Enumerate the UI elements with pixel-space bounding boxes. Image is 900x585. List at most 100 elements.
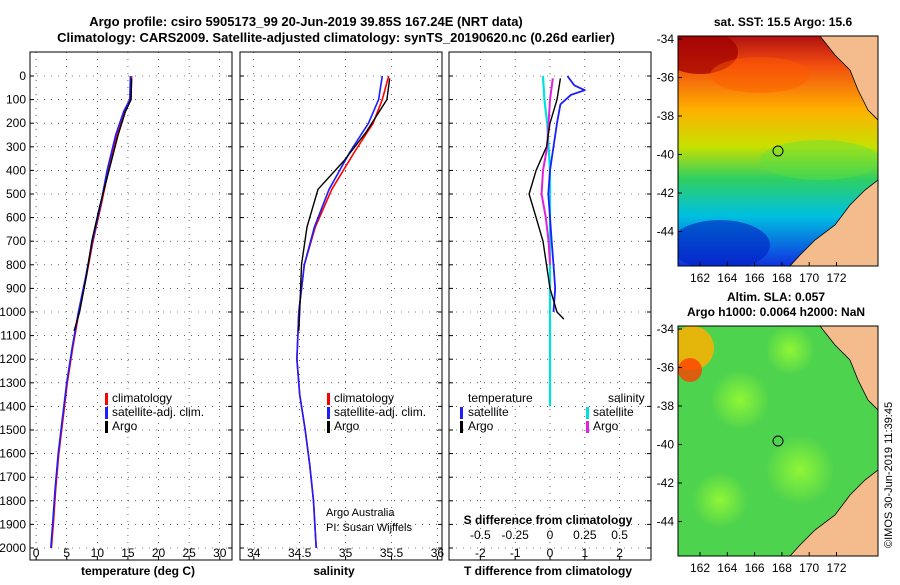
legend-s-argo: Argo [593, 419, 619, 433]
depth-tick-label: 200 [6, 116, 26, 130]
x-tick-label: 30 [213, 546, 227, 560]
legend-swatch-satellite [327, 407, 330, 419]
sst-green-band [760, 140, 878, 180]
land-south-island [789, 179, 878, 266]
lat-tick-label: -34 [657, 32, 675, 46]
salinity-legend: climatology satellite-adj. clim. Argo [327, 391, 426, 433]
s-difference-title: S difference from climatology [464, 513, 633, 527]
lon-tick-label: 164 [717, 271, 737, 285]
x-tick-label: 34 [247, 546, 261, 560]
lon-tick-label: 166 [745, 271, 765, 285]
depth-tick-label: 1900 [0, 517, 26, 531]
x-tick-label: 36 [431, 546, 445, 560]
lon-tick-label: 172 [826, 271, 846, 285]
legend-argo: Argo [334, 419, 360, 433]
sla-blob [710, 370, 770, 430]
x-tick-label: -1 [510, 546, 521, 560]
depth-tick-label: 300 [6, 140, 26, 154]
x-tick-label: 1 [581, 546, 588, 560]
lon-tick-label: 168 [772, 561, 792, 575]
x-tick-label: -2 [475, 546, 486, 560]
depth-tick-label: 600 [6, 211, 26, 225]
legend-swatch-climatology [327, 393, 330, 405]
legend-satellite: satellite-adj. clim. [334, 405, 426, 419]
lat-tick-label: -34 [657, 322, 675, 336]
difference-series [528, 75, 586, 407]
x-tick-label: 35 [339, 546, 353, 560]
depth-tick-label: 900 [6, 281, 26, 295]
legend-t-satellite: satellite [468, 405, 509, 419]
sst-map [678, 36, 878, 266]
depth-tick-label: 0 [19, 69, 26, 83]
temperature-series [50, 75, 133, 549]
depth-tick-label: 1800 [0, 494, 26, 508]
salinity-satellite-line [296, 75, 384, 549]
x-tick-label: 2 [616, 546, 623, 560]
depth-tick-label: 2000 [0, 541, 26, 555]
credit-argo-australia: Argo Australia [326, 507, 395, 519]
lon-tick-label: 162 [690, 561, 710, 575]
land-north-island [819, 36, 878, 121]
legend-salinity-head: salinity [608, 391, 645, 405]
legend-swatch-satellite [105, 407, 108, 419]
temperature-grid [30, 52, 232, 560]
depth-tick-label: 1300 [0, 376, 26, 390]
temperature-xlabel: temperature (deg C) [81, 564, 195, 578]
lat-tick-label: -44 [657, 225, 675, 239]
x-tick-label: 0 [547, 546, 554, 560]
difference-grid [449, 52, 651, 560]
legend-swatch-t-satellite [460, 407, 463, 419]
depth-tick-label: 1400 [0, 399, 26, 413]
x-tick-label: 0 [33, 546, 40, 560]
depth-tick-label: 1100 [0, 329, 26, 343]
s-diff-tick-label: -0.25 [501, 528, 529, 542]
lon-tick-label: 168 [772, 271, 792, 285]
lat-tick-label: -38 [657, 399, 675, 413]
legend-climatology: climatology [112, 391, 172, 405]
x-tick-label: 15 [121, 546, 135, 560]
lon-tick-label: 170 [799, 271, 819, 285]
credit-pi: PI: Susan Wijffels [326, 522, 412, 534]
sla-map-title-2: Argo h1000: 0.0064 h2000: NaN [687, 305, 865, 319]
sla-map [678, 326, 878, 556]
imos-watermark: ©IMOS 30-Jun-2019 11:39:45 [883, 402, 895, 548]
salinity-series [296, 75, 391, 549]
legend-swatch-s-satellite [586, 407, 589, 419]
land-north-island [819, 326, 878, 411]
salinity-x-ticks: 34 34.5 35 35.5 36 [247, 546, 444, 560]
x-tick-label: 25 [182, 546, 196, 560]
depth-axis: 0 100 200 300 400 500 600 700 800 900 1000 1100 1200… [0, 69, 26, 555]
title-line-2: Climatology: CARS2009. Satellite-adjuste… [57, 30, 615, 45]
legend-swatch-climatology [105, 393, 108, 405]
t-diff-satellite-line [547, 75, 586, 313]
legend-s-satellite: satellite [593, 405, 634, 419]
legend-swatch-s-argo [586, 421, 589, 433]
legend-satellite: satellite-adj. clim. [112, 405, 204, 419]
sst-map-title: sat. SST: 15.5 Argo: 15.6 [714, 15, 853, 29]
x-tick-label: 34.5 [288, 546, 312, 560]
lon-tick-label: 162 [690, 271, 710, 285]
temperature-legend: climatology satellite-adj. clim. Argo [105, 391, 204, 433]
lat-tick-label: -38 [657, 109, 675, 123]
legend-swatch-argo [105, 421, 108, 433]
s-difference-ticks: -0.5 -0.25 0 0.25 0.5 [470, 528, 628, 542]
temperature-satellite-line [50, 75, 132, 549]
lat-tick-label: -40 [657, 148, 675, 162]
s-diff-tick-label: -0.5 [470, 528, 491, 542]
x-tick-label: 10 [91, 546, 105, 560]
sla-blob [765, 326, 815, 375]
lon-tick-label: 170 [799, 561, 819, 575]
sla-map-frame [677, 325, 879, 557]
legend-climatology: climatology [334, 391, 394, 405]
temperature-argo-line [73, 78, 133, 332]
legend-argo: Argo [112, 419, 138, 433]
lat-tick-label: -36 [657, 361, 675, 375]
x-tick-label: 5 [63, 546, 70, 560]
legend-t-argo: Argo [468, 419, 494, 433]
sla-map-ticks: -34 -36 -38 -40 -42 -44 162 164 166 168 170 172 [657, 322, 847, 575]
salinity-panel-frame [239, 51, 443, 561]
depth-tick-label: 700 [6, 234, 26, 248]
lat-tick-label: -36 [657, 71, 675, 85]
lat-tick-label: -40 [657, 438, 675, 452]
